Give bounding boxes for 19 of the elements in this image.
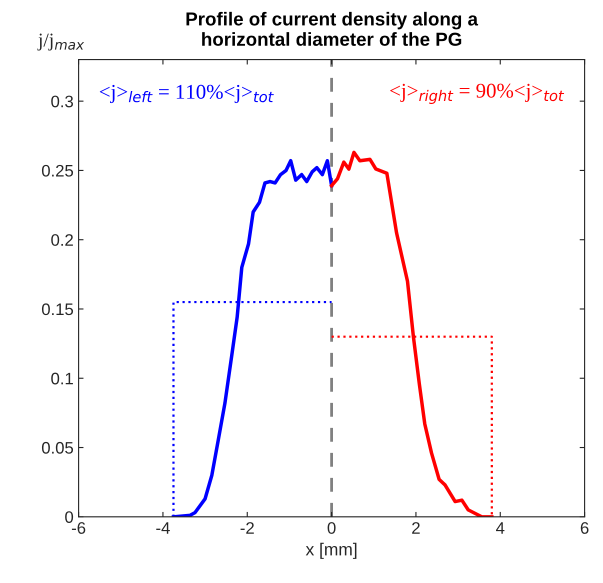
y-tick-label: 0.2 <box>51 234 73 246</box>
y-axis-title: j/j$_{max}$ <box>37 34 84 51</box>
x-tick-label: 0 <box>328 522 336 534</box>
x-tick-label: 6 <box>580 522 588 534</box>
y-tick-label: 0.15 <box>42 303 74 316</box>
x-tick-label: -2 <box>240 522 254 534</box>
x-tick-label: 4 <box>496 522 504 534</box>
y-tick-label: 0.3 <box>51 96 74 108</box>
y-tick-label: 0.1 <box>51 372 73 384</box>
x-axis-title: x [mm] <box>306 542 356 559</box>
x-tick-label: 2 <box>412 522 420 534</box>
x-tick-label: -4 <box>156 522 170 534</box>
annotation: <j>$_{left}$ = 110%<j>$_{tot}$ <box>100 84 274 104</box>
x-tick-label: -6 <box>72 522 86 534</box>
y-tick-label: 0.25 <box>42 164 74 177</box>
annotation: <j>$_{right}$ = 90%<j>$_{tot}$ <box>390 84 564 104</box>
y-tick-label: 0.05 <box>42 442 74 454</box>
y-tick-label: 0 <box>65 511 74 524</box>
chart-title: Profile of current density along a horizontal diameter of the PG <box>186 12 478 46</box>
